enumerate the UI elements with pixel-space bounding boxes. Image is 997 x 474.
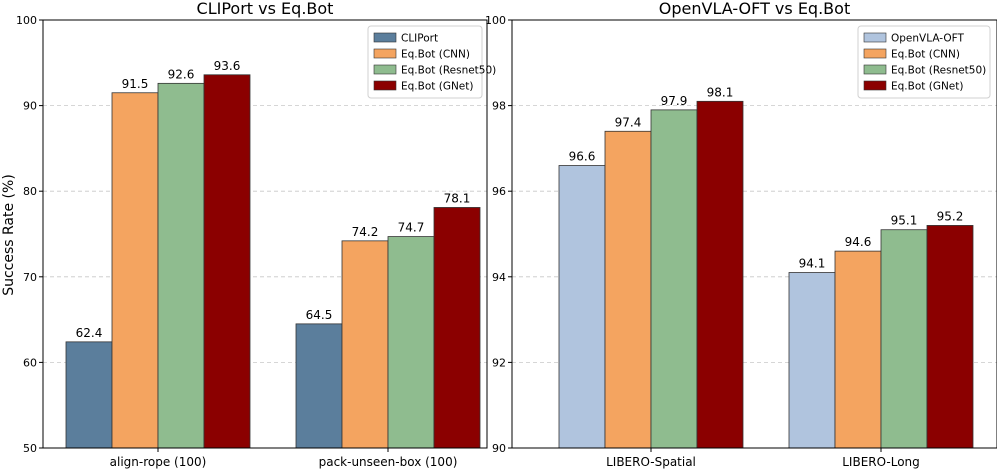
legend-swatch-eq-bot-cnn bbox=[373, 48, 397, 59]
bar-openvla-oft-libero-long bbox=[788, 272, 836, 449]
legend-swatch-cliport bbox=[373, 32, 397, 43]
data-label-eq-bot-gnet-pack-unseen-box-100: 78.1 bbox=[444, 191, 471, 205]
chart-title: CLIPort vs Eq.Bot bbox=[197, 0, 334, 18]
bar-eq-bot-resnet50-pack-unseen-box-100 bbox=[387, 236, 435, 449]
data-label-eq-bot-gnet-libero-spatial: 98.1 bbox=[707, 85, 734, 99]
bar-eq-bot-cnn-libero-long bbox=[834, 250, 882, 449]
x-tick-label-libero-long: LIBERO-Long bbox=[842, 455, 920, 469]
data-label-eq-bot-resnet50-align-rope-100: 92.6 bbox=[168, 67, 195, 81]
data-label-cliport-pack-unseen-box-100: 64.5 bbox=[306, 308, 333, 322]
x-tick-label-libero-spatial: LIBERO-Spatial bbox=[606, 455, 696, 469]
y-tick-label: 92 bbox=[492, 356, 506, 369]
data-label-cliport-align-rope-100: 62.4 bbox=[76, 326, 103, 340]
data-label-eq-bot-gnet-libero-long: 95.2 bbox=[937, 209, 964, 223]
data-label-openvla-oft-libero-long: 94.1 bbox=[799, 257, 826, 271]
legend-box bbox=[367, 25, 483, 99]
legend-label-eq-bot-cnn: Eq.Bot (CNN) bbox=[891, 49, 960, 61]
data-label-eq-bot-resnet50-pack-unseen-box-100: 74.7 bbox=[398, 221, 425, 235]
legend-label-cliport: CLIPort bbox=[401, 33, 438, 45]
y-tick-label: 90 bbox=[492, 442, 506, 455]
y-tick-label: 100 bbox=[16, 14, 37, 27]
bar-eq-bot-gnet-pack-unseen-box-100 bbox=[433, 207, 481, 449]
y-axis-label: Success Rate (%) bbox=[1, 174, 17, 296]
chart-cliport-vs-eqbot: CLIPort vs Eq.Bot 62.4 64.5 91.5 74.2 92.6 74.… bbox=[16, 0, 496, 469]
bar-openvla-oft-libero-spatial bbox=[558, 165, 606, 449]
legend-swatch-eq-bot-gnet bbox=[863, 80, 887, 91]
bar-cliport-align-rope-100 bbox=[65, 341, 113, 449]
data-label-eq-bot-cnn-libero-long: 94.6 bbox=[845, 235, 872, 249]
legend-label-openvla-oft: OpenVLA-OFT bbox=[891, 33, 964, 45]
y-tick-label: 50 bbox=[23, 442, 37, 455]
bar-eq-bot-resnet50-align-rope-100 bbox=[157, 82, 205, 449]
y-tick-label: 96 bbox=[492, 185, 506, 198]
bar-eq-bot-resnet50-libero-long bbox=[880, 229, 928, 449]
legend: OpenVLA-OFT Eq.Bot (CNN) Eq.Bot (Resnet50)… bbox=[857, 25, 991, 99]
bar-eq-bot-cnn-align-rope-100 bbox=[111, 92, 159, 449]
y-tick-label: 94 bbox=[492, 271, 506, 284]
legend-swatch-eq-bot-resnet50 bbox=[373, 64, 397, 75]
legend-label-eq-bot-resnet50: Eq.Bot (Resnet50) bbox=[401, 65, 496, 77]
legend-label-eq-bot-cnn: Eq.Bot (CNN) bbox=[401, 49, 470, 61]
y-tick-label: 60 bbox=[23, 356, 37, 369]
data-label-eq-bot-cnn-pack-unseen-box-100: 74.2 bbox=[352, 225, 379, 239]
chart-title: OpenVLA-OFT vs Eq.Bot bbox=[659, 0, 850, 18]
plot-frame bbox=[42, 19, 488, 449]
chart-openvla-oft-vs-eqbot: OpenVLA-OFT vs Eq.Bot 96.6 94.1 97.4 94.6 97.… bbox=[485, 0, 997, 469]
legend-swatch-eq-bot-cnn bbox=[863, 48, 887, 59]
legend: CLIPort Eq.Bot (CNN) Eq.Bot (Resnet50) Eq.B… bbox=[367, 25, 496, 99]
legend-swatch-eq-bot-resnet50 bbox=[863, 64, 887, 75]
y-tick-label: 70 bbox=[23, 271, 37, 284]
bar-eq-bot-gnet-align-rope-100 bbox=[203, 74, 251, 449]
legend-swatch-eq-bot-gnet bbox=[373, 80, 397, 91]
legend-label-eq-bot-gnet: Eq.Bot (GNet) bbox=[891, 81, 963, 93]
data-label-eq-bot-gnet-align-rope-100: 93.6 bbox=[214, 59, 241, 73]
data-label-eq-bot-cnn-align-rope-100: 91.5 bbox=[122, 77, 149, 91]
bar-eq-bot-gnet-libero-long bbox=[926, 225, 974, 449]
y-tick-label: 80 bbox=[23, 185, 37, 198]
y-tick-label: 100 bbox=[485, 14, 506, 27]
x-tick-label-align-rope-100: align-rope (100) bbox=[110, 455, 207, 469]
bar-eq-bot-cnn-libero-spatial bbox=[604, 130, 652, 449]
legend-box bbox=[857, 25, 991, 99]
bar-eq-bot-gnet-libero-spatial bbox=[696, 100, 744, 449]
bar-eq-bot-resnet50-libero-spatial bbox=[650, 109, 698, 449]
x-tick-label-pack-unseen-box-100: pack-unseen-box (100) bbox=[319, 455, 458, 469]
data-label-eq-bot-resnet50-libero-long: 95.1 bbox=[891, 214, 918, 228]
plot-frame bbox=[511, 19, 997, 449]
y-tick-label: 98 bbox=[492, 100, 506, 113]
legend-label-eq-bot-resnet50: Eq.Bot (Resnet50) bbox=[891, 65, 986, 77]
data-label-eq-bot-cnn-libero-spatial: 97.4 bbox=[615, 115, 642, 129]
y-tick-label: 90 bbox=[23, 100, 37, 113]
legend-label-eq-bot-gnet: Eq.Bot (GNet) bbox=[401, 81, 473, 93]
bar-eq-bot-cnn-pack-unseen-box-100 bbox=[341, 240, 389, 449]
legend-swatch-openvla-oft bbox=[863, 32, 887, 43]
bar-cliport-pack-unseen-box-100 bbox=[295, 323, 343, 449]
data-label-openvla-oft-libero-spatial: 96.6 bbox=[569, 150, 596, 164]
data-label-eq-bot-resnet50-libero-spatial: 97.9 bbox=[661, 94, 688, 108]
